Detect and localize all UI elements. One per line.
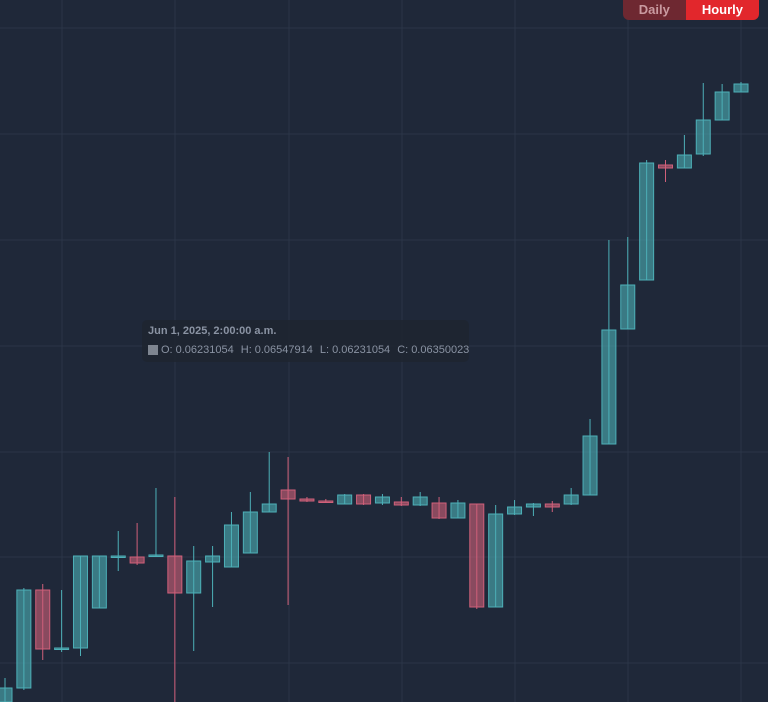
hourly-button[interactable]: Hourly <box>685 0 759 20</box>
candle-body <box>337 494 353 505</box>
candle-body <box>695 119 711 155</box>
tooltip-value: 0.06231054 <box>332 344 391 356</box>
tooltip-label: O: <box>161 344 173 356</box>
candle-body <box>374 496 390 504</box>
tooltip-field: H: 0.06547914 <box>241 344 313 356</box>
tooltip-label: H: <box>240 344 252 356</box>
candle-body <box>639 162 655 281</box>
candle-body <box>525 503 541 508</box>
tooltip-values: O: 0.06231054 H: 0.06547914 L: 0.06231054 C: 0.… <box>148 344 473 356</box>
candle-body <box>0 687 13 702</box>
candle-body <box>299 498 315 502</box>
candle-body <box>582 435 598 496</box>
candle-body <box>488 513 504 608</box>
candle-body <box>242 511 258 554</box>
candle-body <box>601 329 617 445</box>
candle-body <box>280 489 296 500</box>
candle-body <box>714 91 730 121</box>
candle-body <box>110 555 126 558</box>
tooltip-field: C: 0.06350023 <box>397 344 469 356</box>
candle-body <box>167 555 183 594</box>
candle-body <box>431 502 447 519</box>
candle-body <box>148 554 164 557</box>
swatch <box>148 345 158 355</box>
candle-body <box>54 647 70 650</box>
candle-body <box>261 503 277 513</box>
candle-body <box>620 284 636 330</box>
tooltip-value: 0.06231054 <box>175 344 234 356</box>
interval-toggle: Daily Hourly <box>622 0 759 20</box>
candle-body <box>186 560 202 594</box>
candle-body <box>544 503 560 508</box>
candle-body <box>318 500 334 503</box>
candle-body <box>507 506 523 515</box>
tooltip-field: O: 0.06231054 <box>161 344 234 356</box>
daily-button[interactable]: Daily <box>622 0 686 20</box>
tooltip-label: L: <box>319 344 330 356</box>
candle-body <box>16 589 32 689</box>
candle-body <box>450 502 466 519</box>
tooltip-label: C: <box>397 344 409 356</box>
candle-body <box>35 589 51 650</box>
candle-body <box>733 83 749 93</box>
tooltip-value: 0.06547914 <box>254 344 313 356</box>
candle-body <box>205 555 221 563</box>
tooltip-field: L: 0.06231054 <box>320 344 390 356</box>
candle-body <box>356 494 372 505</box>
candle-body <box>676 154 692 169</box>
candle-body <box>412 496 428 506</box>
tooltip-value: 0.06350023 <box>411 344 470 356</box>
candle-body <box>563 494 579 505</box>
candle-body <box>469 503 485 608</box>
candle-body <box>393 501 409 506</box>
tooltip-date: Jun 1, 2025, 2:00:00 a.m. <box>148 325 277 337</box>
candle-body <box>129 556 145 564</box>
candle-body <box>658 164 674 169</box>
tooltip: Jun 1, 2025, 2:00:00 a.m. O: 0.06231054 H:… <box>142 320 469 362</box>
candle-body <box>223 524 239 568</box>
candle-body <box>72 555 88 649</box>
candle-body <box>91 555 107 609</box>
